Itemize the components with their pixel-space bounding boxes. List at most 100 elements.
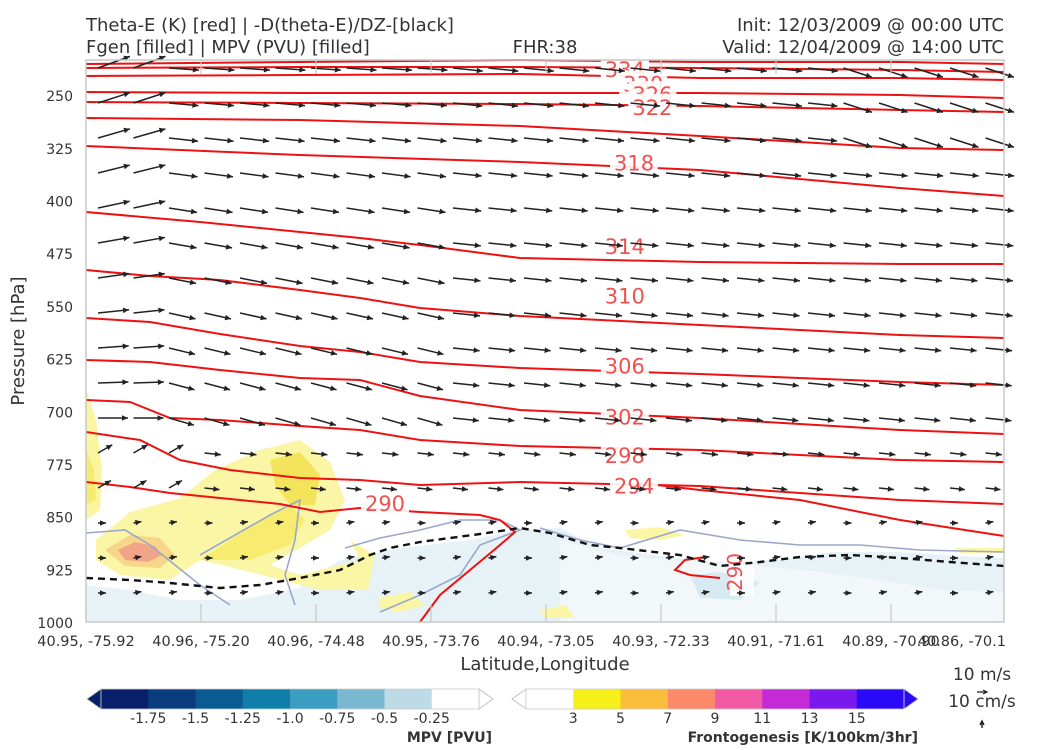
wind-vector (772, 67, 803, 74)
wind-vector (239, 486, 255, 492)
wind-vector (523, 137, 554, 144)
title-line-1: Theta-E (K) [red] | -D(theta-E)/DZ-[blac… (85, 15, 454, 36)
wind-vector (736, 67, 767, 74)
wind-vector (523, 67, 554, 74)
wind-vector (985, 207, 1014, 214)
svg-text:310: 310 (605, 285, 645, 309)
wind-vector (381, 451, 399, 457)
wind-vector (665, 242, 694, 249)
wind-vector (168, 172, 198, 179)
wind-vector (168, 417, 195, 427)
mpv-colorbar-frame (100, 688, 480, 710)
wind-vector (878, 417, 905, 423)
wind-vector (914, 486, 930, 492)
wind-vector (807, 312, 836, 319)
wind-vector (452, 417, 479, 423)
mpv-colorbar-swatch (290, 689, 338, 709)
wind-vector (559, 486, 575, 492)
wind-vector (665, 554, 675, 561)
wind-vector (559, 554, 568, 561)
wind-vector (97, 307, 130, 314)
y-tick-9: 925 (46, 563, 73, 579)
wind-vector (381, 589, 391, 596)
x-tick-5: 40.93, -72.33 (612, 634, 709, 650)
x-axis-label: Latitude,Longitude (460, 654, 629, 675)
wind-vector (772, 451, 789, 457)
wind-vector (204, 207, 233, 215)
fgen-colorbar-frame (525, 688, 905, 710)
wind-vector (807, 207, 837, 214)
wind-vector (878, 172, 908, 179)
wind-vector (878, 312, 907, 319)
wind-vector (133, 163, 166, 174)
wind-vector (807, 172, 837, 179)
wind-vector (843, 417, 870, 423)
mpv-colorbar-tick-3: -1.0 (276, 711, 303, 727)
wind-vector (275, 554, 284, 561)
wind-vector (736, 102, 767, 109)
wind-vector (168, 242, 197, 250)
wind-vector (772, 382, 799, 388)
wind-vector (949, 382, 977, 388)
wind-vector (878, 102, 908, 114)
wind-vector (239, 277, 268, 285)
wind-vector (985, 554, 994, 561)
x-tick-2: 40.96, -74.48 (267, 634, 364, 650)
wind-ref-vertical: 10 cm/s (948, 692, 1016, 712)
wind-ref-horizontal-arrow (977, 689, 989, 695)
wind-vector (275, 277, 303, 285)
wind-vector (772, 519, 781, 526)
theta-e-line-298 (85, 399, 1005, 463)
wind-vector (736, 312, 765, 319)
wind-vector (488, 277, 517, 284)
wind-vector (168, 347, 196, 356)
wind-vector (97, 343, 129, 350)
wind-vector (381, 277, 410, 285)
wind-vector (914, 589, 923, 596)
wind-vector (665, 102, 696, 109)
wind-vector (985, 451, 1002, 457)
wind-vector (523, 451, 541, 457)
wind-vector (488, 137, 518, 144)
wind-vector (239, 172, 269, 179)
wind-vector (878, 207, 908, 214)
wind-vector (807, 519, 817, 526)
wind-vector (239, 242, 268, 250)
wind-vector (665, 589, 675, 596)
fgen-colorbar-tick-2: 7 (663, 711, 672, 727)
wind-vector (97, 379, 129, 385)
wind-vector (275, 589, 284, 596)
theta-e-line-306 (85, 317, 1005, 386)
wind-vector (878, 519, 888, 526)
wind-vector (417, 172, 447, 179)
wind-vector (523, 242, 552, 249)
wind-vector (381, 172, 411, 179)
wind-vector (488, 554, 497, 561)
wind-vector (524, 555, 532, 561)
wind-vector (133, 343, 165, 350)
plot-area: 3383343303263223183143103063022982942902… (85, 53, 1015, 623)
wind-vector (204, 277, 232, 285)
wind-vector (559, 67, 590, 74)
wind-vector (452, 312, 481, 319)
wind-vector (133, 589, 142, 596)
wind-vector (523, 277, 552, 284)
wind-vector (452, 277, 481, 284)
mpv-colorbar-swatch (337, 689, 385, 709)
wind-vector (630, 277, 659, 284)
wind-vector (168, 444, 184, 454)
wind-vector (452, 519, 462, 526)
svg-text:318: 318 (614, 151, 654, 175)
wind-vector (772, 137, 802, 144)
wind-vector (275, 519, 284, 526)
wind-vector (417, 137, 447, 144)
wind-vector (346, 242, 375, 250)
wind-reference-key: 10 m/s 10 cm/s (948, 665, 1016, 728)
fgen-colorbar-tick-1: 5 (616, 711, 625, 727)
mpv-colorbar-tick-1: -1.5 (182, 711, 209, 727)
wind-vector (701, 312, 729, 319)
fgen-colorbar-tick-0: 3 (569, 711, 578, 727)
wind-vector (630, 347, 658, 353)
wind-vector (98, 415, 128, 421)
wind-vector (949, 102, 979, 114)
